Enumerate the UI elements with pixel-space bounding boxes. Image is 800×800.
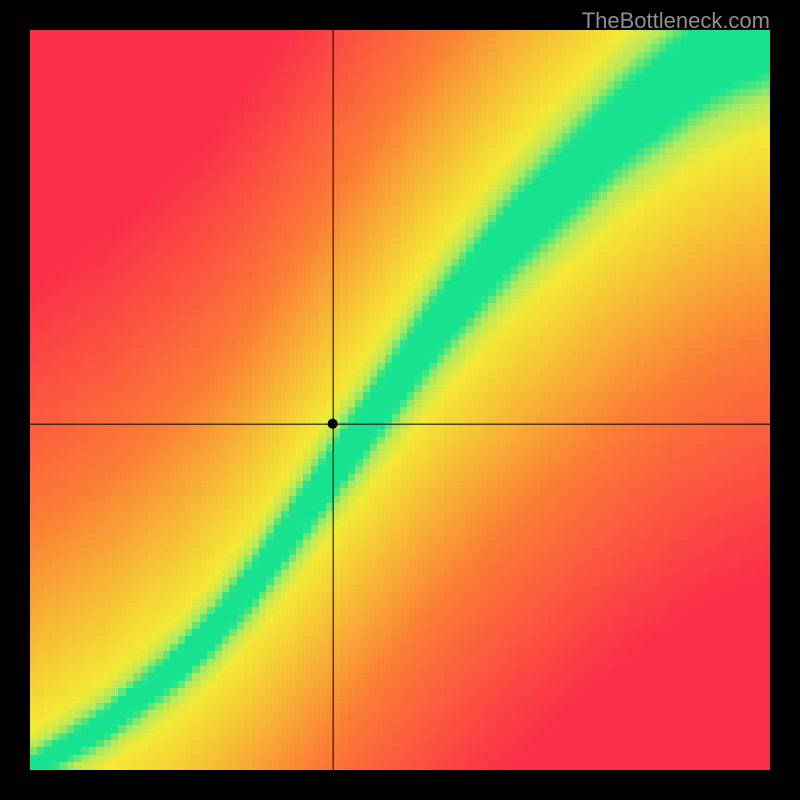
watermark-text: TheBottleneck.com <box>582 8 770 34</box>
heatmap-canvas <box>30 30 770 770</box>
chart-container: TheBottleneck.com <box>0 0 800 800</box>
